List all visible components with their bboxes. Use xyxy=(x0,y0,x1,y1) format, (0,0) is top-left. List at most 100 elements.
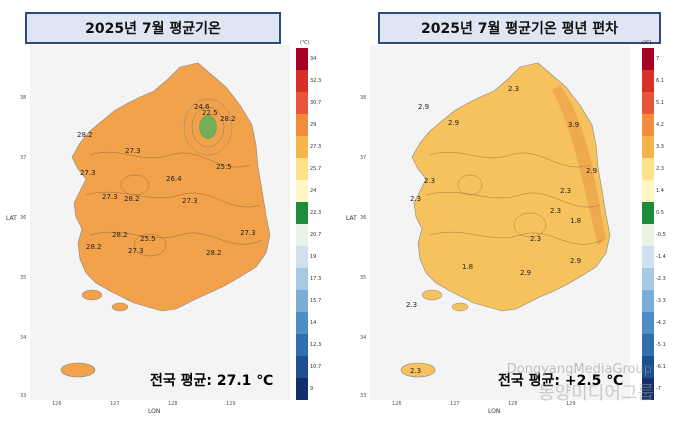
colorbar-segment xyxy=(296,268,308,290)
svg-text:22.5: 22.5 xyxy=(202,109,218,117)
svg-text:27.3: 27.3 xyxy=(125,147,141,155)
colorbar-label: -2.3 xyxy=(656,276,666,282)
lat-tick: 36 xyxy=(360,215,367,221)
colorbar-segment xyxy=(296,356,308,378)
colorbar-label: 20.7 xyxy=(310,232,322,238)
lon-tick: 127 xyxy=(110,401,120,407)
svg-text:2.3: 2.3 xyxy=(406,301,417,309)
colorbar-segment xyxy=(296,202,308,224)
peninsula-shape xyxy=(411,62,611,312)
colorbar-segment xyxy=(296,158,308,180)
colorbar-label: -4.2 xyxy=(656,320,666,326)
colorbar-label: 14 xyxy=(310,320,317,326)
svg-text:3.9: 3.9 xyxy=(568,121,579,129)
svg-text:2.3: 2.3 xyxy=(560,187,571,195)
jeju-island xyxy=(60,362,96,378)
svg-text:1.8: 1.8 xyxy=(462,263,473,271)
colorbar-label: 15.7 xyxy=(310,298,322,304)
colorbar: 34 32.3 30.7 29 27.3 25.7 24 22.3 20.7 19 17.3 15.7… xyxy=(296,48,321,400)
colorbar-segment xyxy=(296,378,308,400)
colorbar-label: 32.3 xyxy=(310,78,322,84)
colorbar-label: 22.3 xyxy=(310,210,322,216)
svg-text:2.3: 2.3 xyxy=(424,177,435,185)
y-axis-label: LAT xyxy=(6,215,17,222)
colorbar-segment xyxy=(296,48,308,70)
colorbar-label: 0.5 xyxy=(656,210,664,216)
panel-title: 2025년 7월 평균기온 평년 편차 xyxy=(378,12,661,44)
svg-text:27.3: 27.3 xyxy=(128,247,144,255)
svg-text:26.4: 26.4 xyxy=(166,175,182,183)
colorbar-label: 17.3 xyxy=(310,276,322,282)
svg-text:28.2: 28.2 xyxy=(112,231,128,239)
colorbar-label: 12.3 xyxy=(310,342,322,348)
colorbar-label: 24 xyxy=(310,188,317,194)
station-value-labels: 2.3 2.9 3.9 2.9 2.9 2.3 2.3 2.3 2.3 1.8 … xyxy=(406,85,597,375)
colorbar-label: 1.4 xyxy=(656,188,664,194)
lon-tick: 128 xyxy=(508,401,518,407)
x-axis-label: LON xyxy=(488,408,501,415)
lat-tick: 36 xyxy=(20,215,27,221)
colorbar-label: -5.1 xyxy=(656,342,666,348)
svg-text:2.3: 2.3 xyxy=(508,85,519,93)
lon-tick: 126 xyxy=(392,401,402,407)
colorbar-segment xyxy=(642,92,654,114)
colorbar-label: 30.7 xyxy=(310,100,322,106)
lat-tick: 37 xyxy=(20,155,27,161)
svg-text:25.5: 25.5 xyxy=(216,163,232,171)
lat-tick: 37 xyxy=(360,155,367,161)
korea-map: 24.6 27.3 28.2 28.2 27.3 27.3 28.2 26.4 … xyxy=(60,62,271,378)
lat-tick: 38 xyxy=(360,95,367,101)
colorbar-segment xyxy=(296,92,308,114)
svg-text:2.9: 2.9 xyxy=(448,119,459,127)
colorbar-label: -1.4 xyxy=(656,254,666,260)
svg-text:28.2: 28.2 xyxy=(206,249,222,257)
colorbar-label: -0.5 xyxy=(656,232,666,238)
lat-tick: 38 xyxy=(20,95,27,101)
svg-text:28.2: 28.2 xyxy=(86,243,102,251)
temperature-anomaly-panel: 2025년 7월 평균기온 평년 편차 2.3 2.9 3.9 2.9 2.9 … xyxy=(340,0,680,423)
colorbar-segment xyxy=(642,224,654,246)
lat-tick: 33 xyxy=(20,393,27,399)
national-average: 전국 평균: 27.1 ℃ xyxy=(150,373,274,389)
lat-tick: 34 xyxy=(20,335,27,341)
colorbar-segment xyxy=(296,180,308,202)
jeju-island xyxy=(400,362,436,378)
colorbar-label: -3.3 xyxy=(656,298,666,304)
colorbar-segment xyxy=(642,70,654,92)
colorbar-segment xyxy=(296,136,308,158)
colorbar-segment xyxy=(642,48,654,70)
svg-text:27.3: 27.3 xyxy=(80,169,96,177)
lat-tick: 33 xyxy=(360,393,367,399)
colorbar-label: 27.3 xyxy=(310,144,322,150)
lat-tick: 35 xyxy=(20,275,27,281)
lon-tick: 129 xyxy=(566,401,576,407)
lat-tick: 34 xyxy=(360,335,367,341)
colorbar: 7 6.1 5.1 4.2 3.3 2.3 1.4 0.5 -0.5 -1.4 -2.3 -3.3 -4… xyxy=(642,48,666,400)
colorbar-segment xyxy=(642,290,654,312)
svg-text:2.9: 2.9 xyxy=(418,103,429,111)
peninsula-shape xyxy=(71,62,271,312)
national-average: 전국 평균: +2.5 ℃ xyxy=(498,373,624,389)
svg-text:28.2: 28.2 xyxy=(124,195,140,203)
colorbar-segment xyxy=(296,246,308,268)
colorbar-label: 25.7 xyxy=(310,166,322,172)
svg-text:27.3: 27.3 xyxy=(240,229,256,237)
lat-tick: 35 xyxy=(360,275,367,281)
colorbar-segment xyxy=(642,268,654,290)
svg-text:2.9: 2.9 xyxy=(586,167,597,175)
colorbar-segment xyxy=(642,356,654,378)
colorbar-label: 6.1 xyxy=(656,78,664,84)
colorbar-segment xyxy=(642,246,654,268)
colorbar-unit: (℃) xyxy=(300,40,310,46)
lon-tick: 128 xyxy=(168,401,178,407)
colorbar-label: 3.3 xyxy=(656,144,664,150)
colorbar-label: 19 xyxy=(310,254,317,260)
colorbar-segment xyxy=(642,158,654,180)
svg-text:25.5: 25.5 xyxy=(140,235,156,243)
colorbar-label: 7 xyxy=(656,56,660,62)
colorbar-segment xyxy=(642,202,654,224)
svg-text:1.8: 1.8 xyxy=(570,217,581,225)
colorbar-label: 34 xyxy=(310,56,317,62)
colorbar-label: 5.1 xyxy=(656,100,664,106)
colorbar-label: 9 xyxy=(310,386,314,392)
